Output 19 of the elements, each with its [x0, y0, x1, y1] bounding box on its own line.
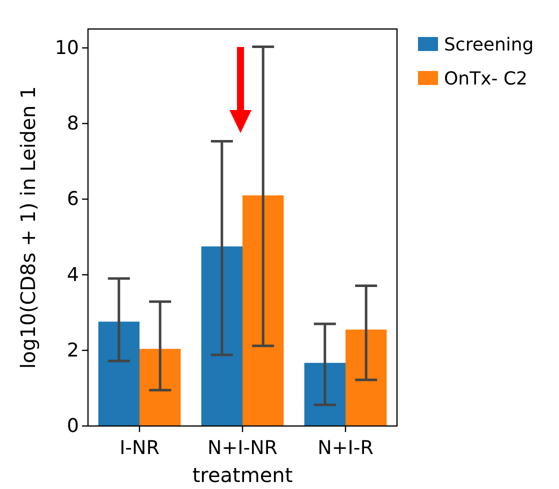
bar	[98, 322, 140, 426]
y-tick-label: 8	[66, 112, 79, 135]
y-tick-label: 2	[66, 339, 79, 362]
y-axis-title: log10(CD8s + 1) in Leiden 1	[16, 86, 40, 369]
bar	[242, 195, 284, 426]
bar	[304, 362, 346, 426]
legend-label: Screening	[444, 34, 534, 56]
x-tick-label: N+I-R	[318, 437, 374, 459]
legend-label: OnTx- C2	[444, 68, 528, 90]
x-tick-label: N+I-NR	[207, 437, 278, 459]
bar	[201, 246, 242, 426]
y-tick-label: 10	[54, 36, 79, 59]
x-axis-title: treatment	[192, 463, 293, 487]
x-tick-label: I-NR	[120, 437, 160, 459]
y-tick-label: 0	[66, 415, 79, 438]
bar	[346, 330, 387, 426]
y-tick-label: 6	[66, 188, 79, 210]
bar	[140, 348, 181, 426]
y-tick-label: 4	[66, 264, 79, 286]
